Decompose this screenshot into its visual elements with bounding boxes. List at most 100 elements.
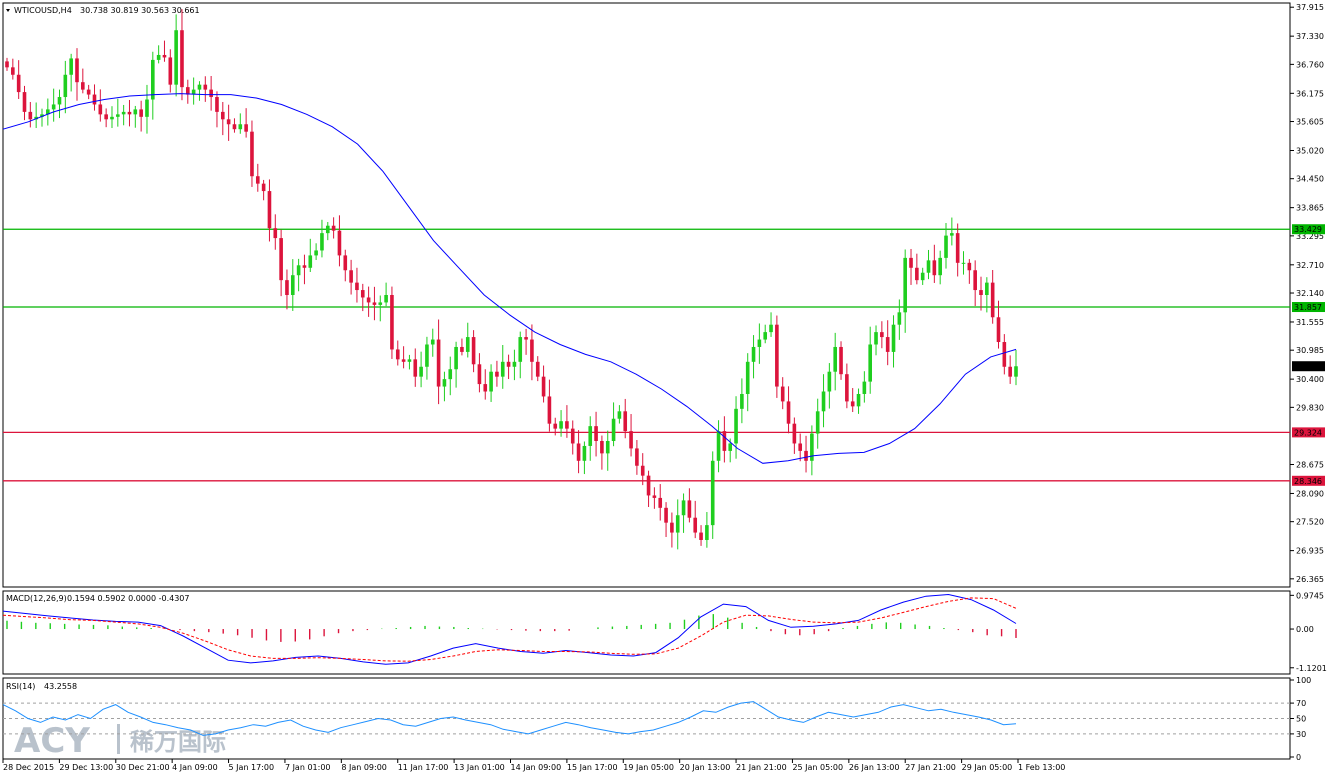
- current-price-label: 30.661: [1294, 362, 1322, 371]
- bear-candle: [226, 119, 231, 125]
- price-tick-label: 35.020: [1296, 146, 1324, 155]
- bull-candle: [920, 272, 925, 281]
- bear-candle: [885, 337, 890, 352]
- price-tick-label: 35.605: [1296, 118, 1324, 127]
- rsi-line: [2, 701, 1017, 736]
- price-tick-label: 32.710: [1296, 261, 1324, 270]
- bear-candle: [600, 441, 604, 454]
- macd-line: [2, 593, 1017, 665]
- bull-candle: [588, 426, 593, 446]
- bull-candle: [757, 339, 762, 347]
- bear-candle: [1008, 366, 1012, 377]
- bear-candle: [909, 257, 913, 268]
- bear-candle: [477, 364, 482, 385]
- price-tick-label: 28.675: [1296, 461, 1324, 470]
- price-tick-label: 37.915: [1296, 3, 1324, 12]
- price-tick-label: 29.830: [1296, 403, 1324, 412]
- bull-candle: [605, 441, 610, 454]
- bull-candle: [985, 282, 989, 295]
- bull-candle: [34, 116, 38, 120]
- level-tag-label: 29.324: [1294, 428, 1322, 437]
- price-tick-label: 30.400: [1296, 375, 1324, 384]
- bear-candle: [436, 339, 441, 387]
- price-tick-label: 33.295: [1296, 232, 1324, 241]
- bear-candle: [576, 443, 581, 461]
- bull-candle: [891, 324, 896, 352]
- bear-candle: [209, 89, 213, 98]
- bull-candle: [728, 443, 733, 451]
- rsi-label: RSI(14): [6, 682, 35, 691]
- bear-candle: [798, 443, 803, 451]
- bull-candle: [751, 346, 756, 362]
- candles: 30.661: [5, 9, 1325, 550]
- bear-candle: [337, 230, 342, 256]
- bear-candle: [880, 332, 884, 338]
- rsi-header: RSI(14) 43.2558: [6, 682, 77, 691]
- bull-candle: [448, 369, 453, 380]
- bull-candle: [862, 381, 867, 394]
- bull-candle: [856, 393, 861, 407]
- bear-candle: [460, 346, 464, 352]
- bear-candle: [471, 337, 476, 365]
- time-tick-label: 27 Jan 21:00: [905, 763, 956, 772]
- bull-candle: [874, 332, 878, 345]
- dropdown-triangle-icon[interactable]: [6, 9, 10, 12]
- bear-candle: [28, 111, 33, 120]
- price-tick-label: 32.140: [1296, 289, 1324, 298]
- bear-candle: [990, 282, 995, 318]
- bear-candle: [360, 290, 365, 298]
- bull-candle: [290, 275, 295, 295]
- level-tag-label: 33.429: [1294, 225, 1322, 234]
- bull-candle: [145, 99, 149, 117]
- bull-candle: [821, 391, 826, 412]
- bear-candle: [185, 87, 190, 95]
- time-tick-label: 7 Jan 01:00: [285, 763, 331, 772]
- rsi-readout: 43.2558: [44, 682, 77, 691]
- bear-candle: [973, 270, 977, 291]
- time-tick-label: 4 Jan 09:00: [172, 763, 218, 772]
- time-tick-label: 19 Jan 05:00: [623, 763, 674, 772]
- bull-candle: [384, 295, 388, 303]
- price-tick-label: 27.520: [1296, 518, 1324, 527]
- bear-candle: [250, 131, 254, 177]
- moving-average: [2, 93, 1017, 464]
- bull-candle: [815, 411, 820, 434]
- bear-candle: [232, 124, 237, 130]
- bear-candle: [220, 111, 225, 120]
- bear-candle: [81, 82, 85, 90]
- level-tag-label: 28.346: [1294, 477, 1322, 486]
- bear-candle: [273, 228, 278, 239]
- bear-candle: [244, 124, 248, 132]
- bull-candle: [903, 257, 907, 313]
- bear-candle: [1002, 342, 1007, 367]
- bull-candle: [133, 109, 138, 115]
- bull-candle: [518, 337, 523, 362]
- bear-candle: [75, 58, 79, 83]
- bear-candle: [86, 89, 91, 95]
- horizontal-levels: 33.429 31.857 29.324 28.346: [3, 224, 1325, 486]
- bear-candle: [699, 532, 703, 540]
- bear-candle: [366, 297, 371, 303]
- level-tag-33.429: [1292, 224, 1325, 235]
- bear-candle: [22, 92, 27, 112]
- price-tick-label: 30.985: [1296, 346, 1324, 355]
- rsi-plot: 100 70 50 30 0: [2, 676, 1311, 762]
- bear-candle: [506, 361, 511, 367]
- bull-candle: [238, 124, 243, 130]
- bull-candle: [710, 460, 715, 526]
- bear-candle: [553, 423, 558, 429]
- bull-candle: [897, 312, 902, 325]
- bull-candle: [69, 58, 73, 75]
- bear-candle: [180, 30, 184, 88]
- bull-candle: [611, 418, 616, 441]
- macd-tick-label: 0.00: [1296, 625, 1314, 634]
- price-tick-label: 28.090: [1296, 489, 1324, 498]
- macd-label: MACD(12,26,9): [6, 594, 67, 603]
- bull-candle: [314, 250, 318, 256]
- bear-candle: [5, 61, 9, 68]
- bull-candle: [961, 262, 966, 264]
- bear-candle: [530, 339, 534, 362]
- time-tick-label: 20 Jan 13:00: [680, 763, 731, 772]
